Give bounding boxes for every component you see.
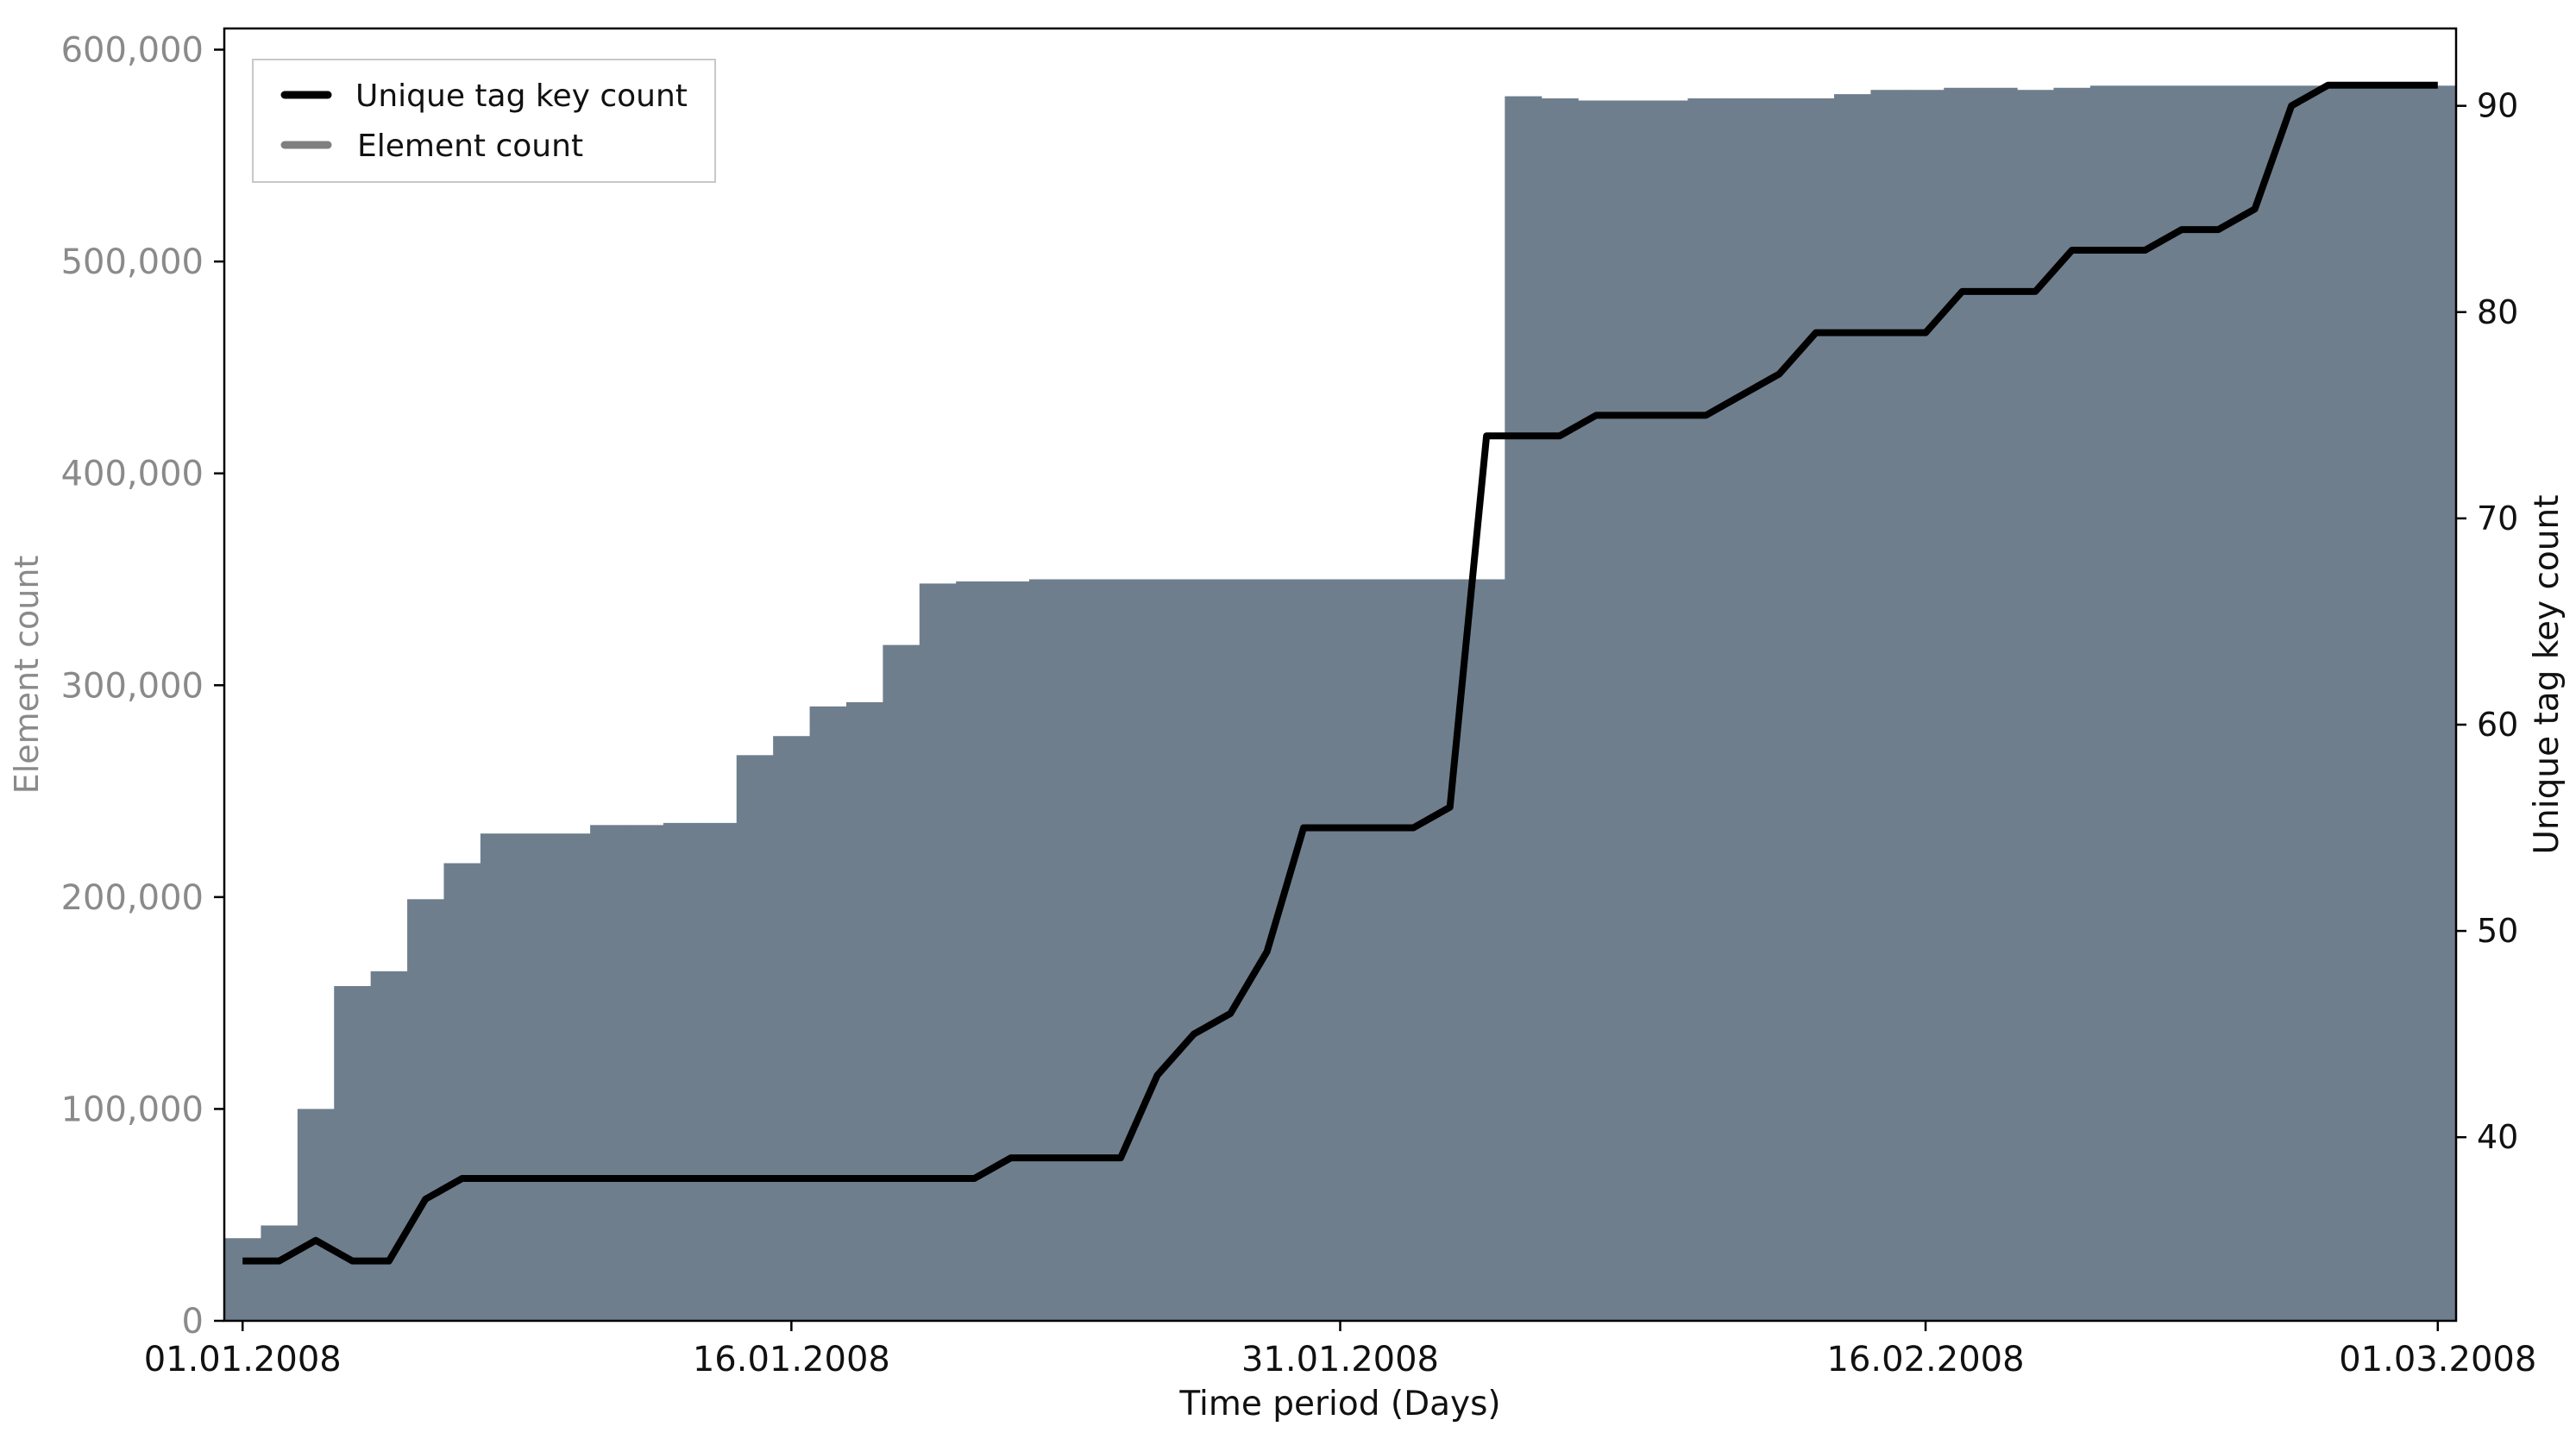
element-count-bar xyxy=(334,985,372,1321)
element-count-bar xyxy=(700,822,738,1321)
element-count-bar xyxy=(1614,100,1652,1321)
y-left-tick-label: 200,000 xyxy=(61,878,204,918)
element-count-bar xyxy=(845,701,883,1321)
element-count-bar xyxy=(224,1238,262,1321)
element-count-bar xyxy=(1505,96,1542,1322)
element-count-bar xyxy=(956,581,994,1321)
legend-box xyxy=(252,59,716,183)
element-count-bar xyxy=(992,581,1030,1321)
x-tick-label: 01.03.2008 xyxy=(2339,1340,2536,1379)
element-count-bar xyxy=(2089,85,2127,1321)
element-count-bar xyxy=(1541,98,1579,1321)
element-count-bar xyxy=(919,583,957,1321)
y-right-tick-label: 70 xyxy=(2477,500,2518,537)
y-left-tick-label: 600,000 xyxy=(61,31,204,71)
element-count-bar xyxy=(1395,579,1433,1321)
y-right-axis-ticks: 40 50 60 70 80 90 xyxy=(2456,87,2518,1156)
element-count-bar xyxy=(1578,100,1616,1321)
x-tick-label: 16.01.2008 xyxy=(693,1340,890,1379)
element-count-bar xyxy=(2053,87,2091,1321)
element-count-bar xyxy=(590,825,628,1321)
x-tick-label: 01.01.2008 xyxy=(144,1340,342,1379)
element-count-bar xyxy=(261,1225,298,1321)
element-count-bar xyxy=(1797,98,1835,1321)
y-left-axis-ticks: 0 100,000 200,000 300,000 400,000 500,000 600,… xyxy=(61,31,224,1342)
y-left-axis-label: Element count xyxy=(8,556,46,795)
legend-label-element-count: Element count xyxy=(357,129,583,164)
element-count-bar xyxy=(1944,87,1982,1321)
element-count-bar xyxy=(407,899,445,1321)
element-count-bar xyxy=(2163,85,2201,1321)
y-left-tick-label: 100,000 xyxy=(61,1090,204,1129)
element-count-bar xyxy=(1834,94,1872,1321)
element-count-bar xyxy=(1285,579,1323,1321)
element-count-bar xyxy=(2309,85,2347,1321)
x-axis-ticks: 01.01.2008 16.01.2008 31.01.2008 16.02.2008… xyxy=(144,1321,2536,1379)
element-count-bar xyxy=(2017,90,2055,1322)
element-count-bar xyxy=(1175,579,1213,1321)
element-count-bar xyxy=(773,736,811,1321)
element-count-bar xyxy=(2272,85,2310,1321)
element-count-bar xyxy=(626,825,664,1321)
y-right-tick-label: 80 xyxy=(2477,293,2518,331)
y-right-tick-label: 90 xyxy=(2477,87,2518,125)
element-count-bar xyxy=(1358,579,1396,1321)
element-count-bar xyxy=(370,971,408,1321)
element-count-bar xyxy=(809,706,847,1321)
element-count-bar xyxy=(663,822,701,1321)
element-count-bar xyxy=(553,833,591,1321)
element-count-bar xyxy=(2419,85,2457,1321)
y-left-tick-label: 500,000 xyxy=(61,242,204,282)
x-tick-label: 16.02.2008 xyxy=(1827,1340,2025,1379)
element-count-bar xyxy=(2346,85,2384,1321)
element-count-bar xyxy=(1029,579,1067,1321)
element-count-bar xyxy=(1212,579,1250,1321)
element-count-bar xyxy=(2236,85,2274,1321)
y-right-tick-label: 60 xyxy=(2477,706,2518,744)
y-left-tick-label: 300,000 xyxy=(61,666,204,706)
element-count-bar xyxy=(1980,87,2018,1321)
element-count-bar xyxy=(2200,85,2238,1321)
element-count-bar xyxy=(1139,579,1177,1321)
element-count-bar xyxy=(2127,85,2164,1321)
x-axis-label: Time period (Days) xyxy=(1178,1385,1500,1423)
element-count-bar xyxy=(480,833,518,1321)
element-count-bar xyxy=(2383,85,2421,1321)
element-count-bar xyxy=(1467,579,1505,1321)
y-left-tick-label: 0 xyxy=(182,1302,204,1342)
element-count-bar xyxy=(883,644,920,1321)
element-count-bar xyxy=(1870,90,1908,1322)
element-count-bar xyxy=(1102,579,1140,1321)
element-count-bar xyxy=(1761,98,1799,1321)
element-count-bar xyxy=(297,1109,335,1321)
unique-tag-key-line-layer xyxy=(242,81,2438,1265)
x-tick-label: 31.01.2008 xyxy=(1241,1340,1439,1379)
legend-label-unique-tag-key-count: Unique tag key count xyxy=(355,79,688,114)
element-count-bar xyxy=(736,755,774,1321)
element-count-bars xyxy=(224,85,2457,1322)
y-right-axis-label: Unique tag key count xyxy=(2528,494,2567,854)
element-count-bar xyxy=(443,863,481,1321)
legend: Unique tag key count Element count xyxy=(252,59,716,183)
y-right-tick-label: 40 xyxy=(2477,1118,2518,1156)
element-count-bar xyxy=(517,833,555,1321)
element-count-bar xyxy=(1687,98,1725,1321)
element-count-bar xyxy=(1065,579,1103,1321)
element-count-bar xyxy=(1322,579,1360,1321)
element-count-bar xyxy=(1650,100,1688,1321)
element-count-bar xyxy=(1724,98,1762,1321)
element-count-bar xyxy=(1907,90,1945,1322)
y-right-tick-label: 50 xyxy=(2477,912,2518,950)
y-left-tick-label: 400,000 xyxy=(61,455,204,494)
